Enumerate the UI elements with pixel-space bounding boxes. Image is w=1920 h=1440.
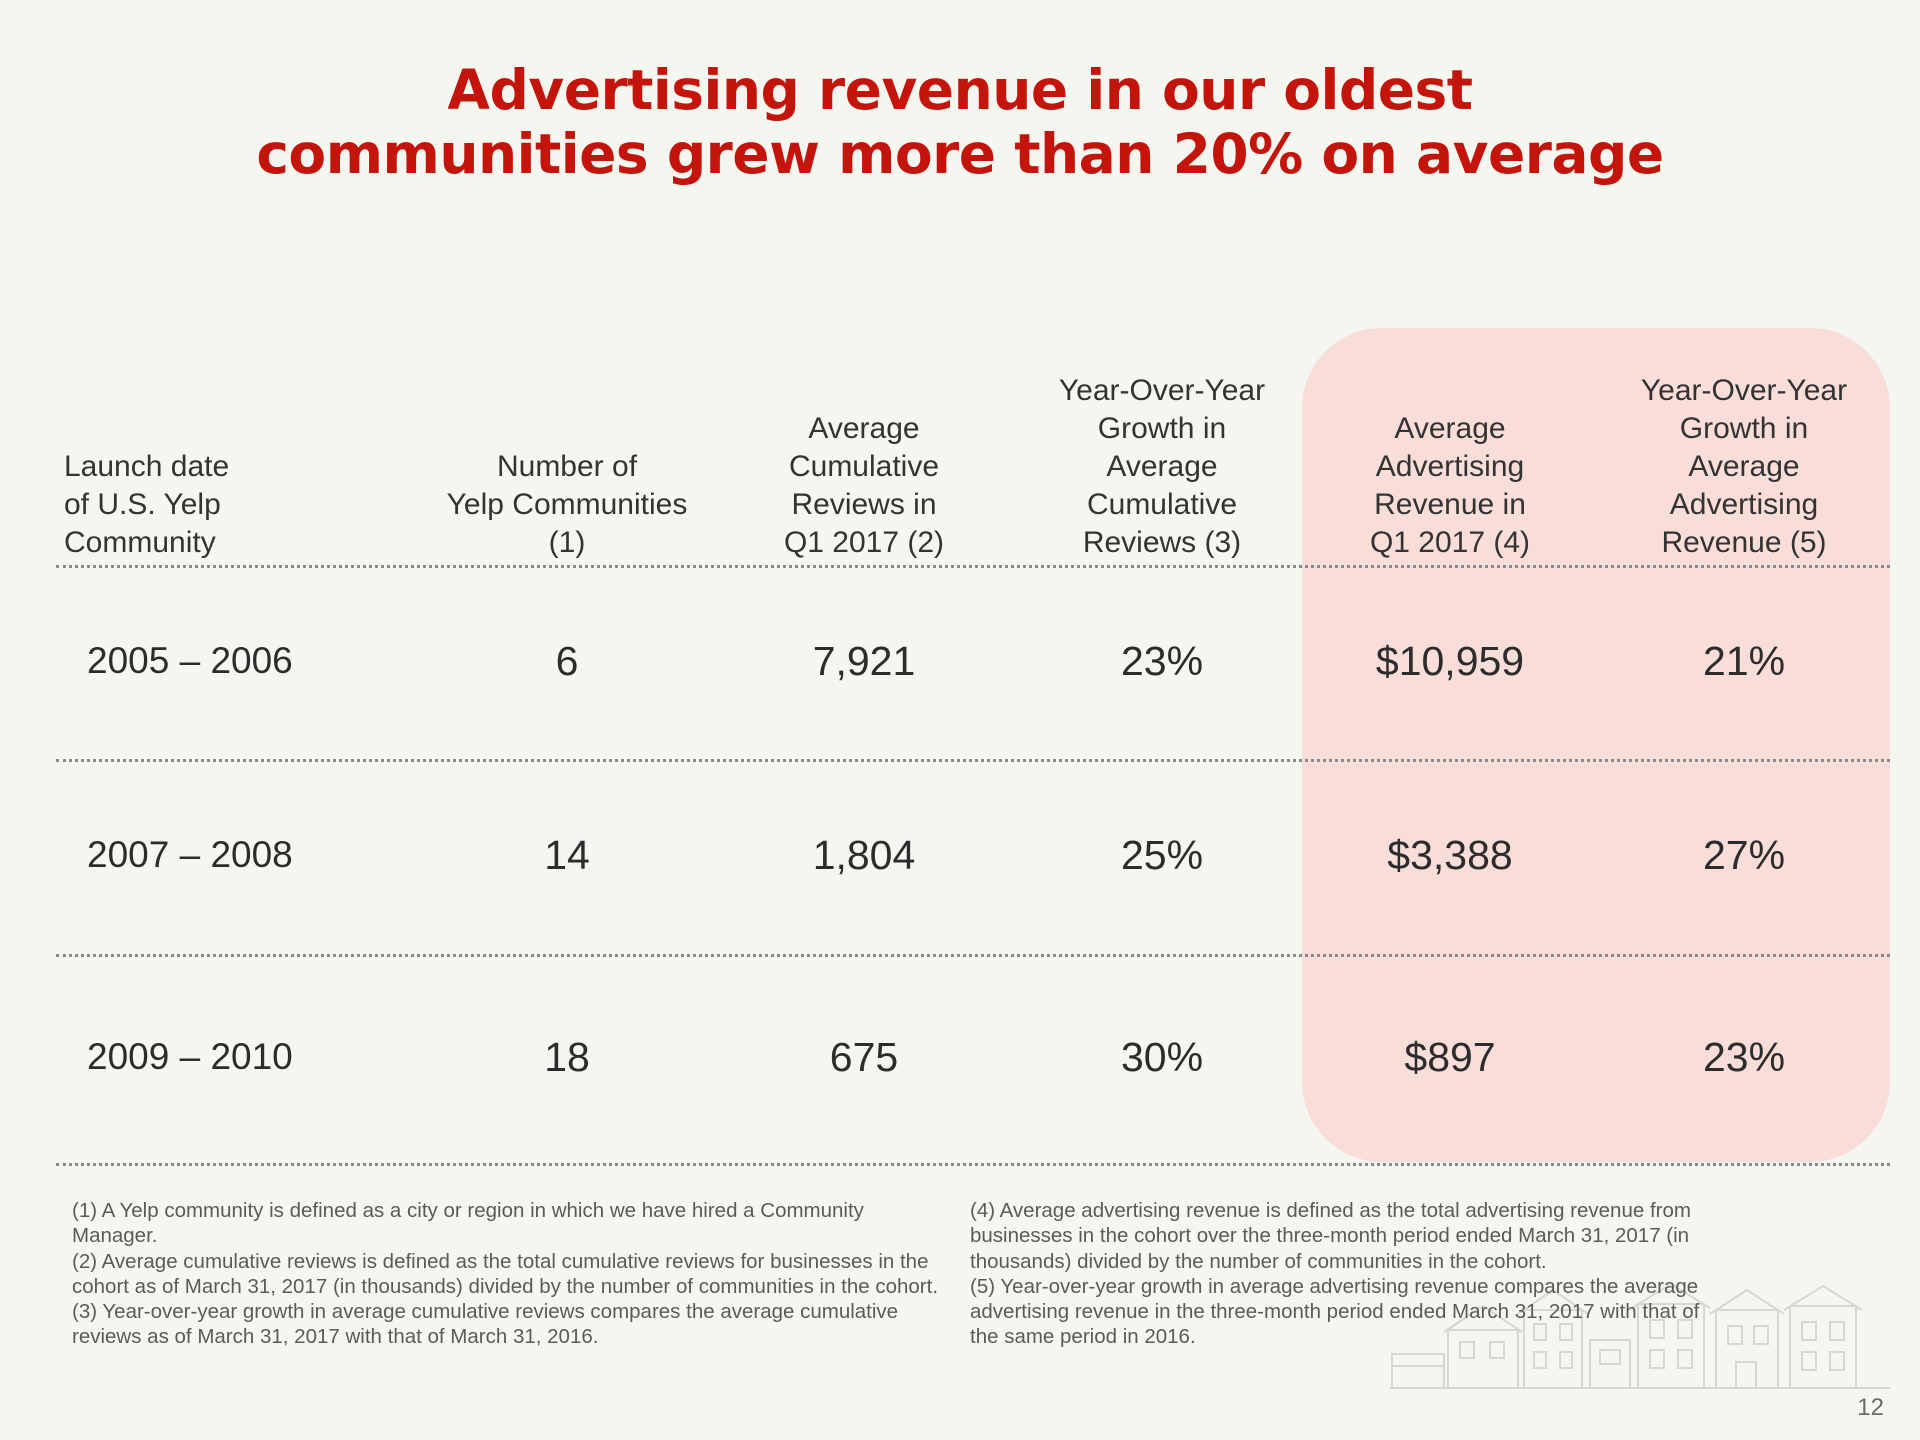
header-communities-line: Number of — [496, 450, 638, 483]
cell-ad-revenue-growth: 27% — [1702, 832, 1786, 878]
slide-title-line-2: communities grew more than 20% on averag… — [256, 122, 1664, 186]
header-launch-date-line: of U.S. Yelp — [64, 488, 221, 521]
cell-ad-revenue: $3,388 — [1387, 832, 1513, 878]
cell-communities: 6 — [555, 638, 579, 684]
cell-ad-revenue-growth: 23% — [1702, 1034, 1786, 1080]
row-divider — [56, 759, 1890, 762]
footnote-5: (5) Year-over-year growth in average adv… — [970, 1274, 1700, 1349]
header-reviews-line: Cumulative — [788, 450, 940, 483]
cell-ad-revenue: $10,959 — [1375, 638, 1525, 684]
header-ad-revenue-line: Advertising — [1375, 450, 1525, 483]
header-launch-date-line: Community — [64, 526, 216, 559]
header-communities-line: (1) — [548, 526, 586, 559]
header-reviews-growth-line: Year-Over-Year — [1058, 374, 1266, 407]
header-reviews-growth-line: Growth in — [1097, 412, 1227, 445]
header-launch-date: Launch date of U.S. Yelp Community — [64, 300, 364, 562]
footnotes-right: (4) Average advertising revenue is defin… — [970, 1198, 1730, 1350]
cell-reviews-growth: 23% — [1120, 638, 1204, 684]
header-reviews-growth-line: Cumulative — [1086, 488, 1238, 521]
footnote-1: (1) A Yelp community is defined as a cit… — [72, 1199, 864, 1248]
footnote-2: (2) Average cumulative reviews is define… — [72, 1249, 939, 1298]
houses-illustration-icon — [1390, 1282, 1890, 1389]
cell-communities: 14 — [544, 832, 590, 878]
cell-ad-revenue: $897 — [1404, 1034, 1496, 1080]
header-ad-revenue-line: Revenue in — [1374, 488, 1526, 521]
cell-reviews: 7,921 — [812, 638, 916, 684]
table-bottom-divider — [56, 1163, 1890, 1166]
advertising-columns-highlight — [1302, 328, 1890, 1162]
slide-title: Advertising revenue in our oldest commun… — [0, 58, 1920, 186]
slide-title-line-1: Advertising revenue in our oldest — [447, 58, 1473, 122]
header-reviews-line: Q1 2017 (2) — [783, 526, 945, 559]
header-reviews-growth: Year-Over-Year Growth in Average Cumulat… — [1012, 300, 1312, 562]
header-ad-revenue-line: Q1 2017 (4) — [1369, 526, 1531, 559]
header-number-of-communities: Number of Yelp Communities (1) — [417, 300, 717, 562]
header-reviews-growth-line: Reviews (3) — [1082, 526, 1242, 559]
header-ad-revenue-growth-line: Year-Over-Year — [1640, 374, 1848, 407]
footnote-3: (3) Year-over-year growth in average cum… — [72, 1300, 899, 1349]
header-ad-revenue-growth-line: Revenue (5) — [1661, 526, 1827, 559]
header-average-advertising-revenue: Average Advertising Revenue in Q1 2017 (… — [1300, 300, 1600, 562]
cell-communities: 18 — [544, 1034, 590, 1080]
footnote-4: (4) Average advertising revenue is defin… — [970, 1199, 1691, 1273]
header-ad-revenue-line: Average — [1394, 412, 1506, 445]
header-ad-revenue-growth-line: Average — [1688, 450, 1800, 483]
cell-reviews: 675 — [829, 1034, 899, 1080]
header-ad-revenue-growth: Year-Over-Year Growth in Average Adverti… — [1594, 300, 1894, 562]
header-average-cumulative-reviews: Average Cumulative Reviews in Q1 2017 (2… — [714, 300, 1014, 562]
cell-launch-date: 2009 – 2010 — [87, 1036, 293, 1077]
header-communities-line: Yelp Communities — [446, 488, 688, 521]
cell-reviews-growth: 30% — [1120, 1034, 1204, 1080]
header-ad-revenue-growth-line: Advertising — [1669, 488, 1819, 521]
cell-reviews: 1,804 — [812, 832, 916, 878]
header-reviews-growth-line: Average — [1106, 450, 1218, 483]
row-divider — [56, 954, 1890, 957]
cell-launch-date: 2007 – 2008 — [87, 834, 293, 875]
cell-launch-date: 2005 – 2006 — [87, 640, 293, 681]
header-launch-date-line: Launch date — [64, 450, 230, 483]
footnotes-left: (1) A Yelp community is defined as a cit… — [72, 1198, 942, 1350]
page-number: 12 — [1857, 1394, 1884, 1421]
header-divider — [56, 565, 1890, 568]
cell-reviews-growth: 25% — [1120, 832, 1204, 878]
cell-ad-revenue-growth: 21% — [1702, 638, 1786, 684]
header-reviews-line: Average — [808, 412, 920, 445]
header-reviews-line: Reviews in — [791, 488, 937, 521]
header-ad-revenue-growth-line: Growth in — [1679, 412, 1809, 445]
